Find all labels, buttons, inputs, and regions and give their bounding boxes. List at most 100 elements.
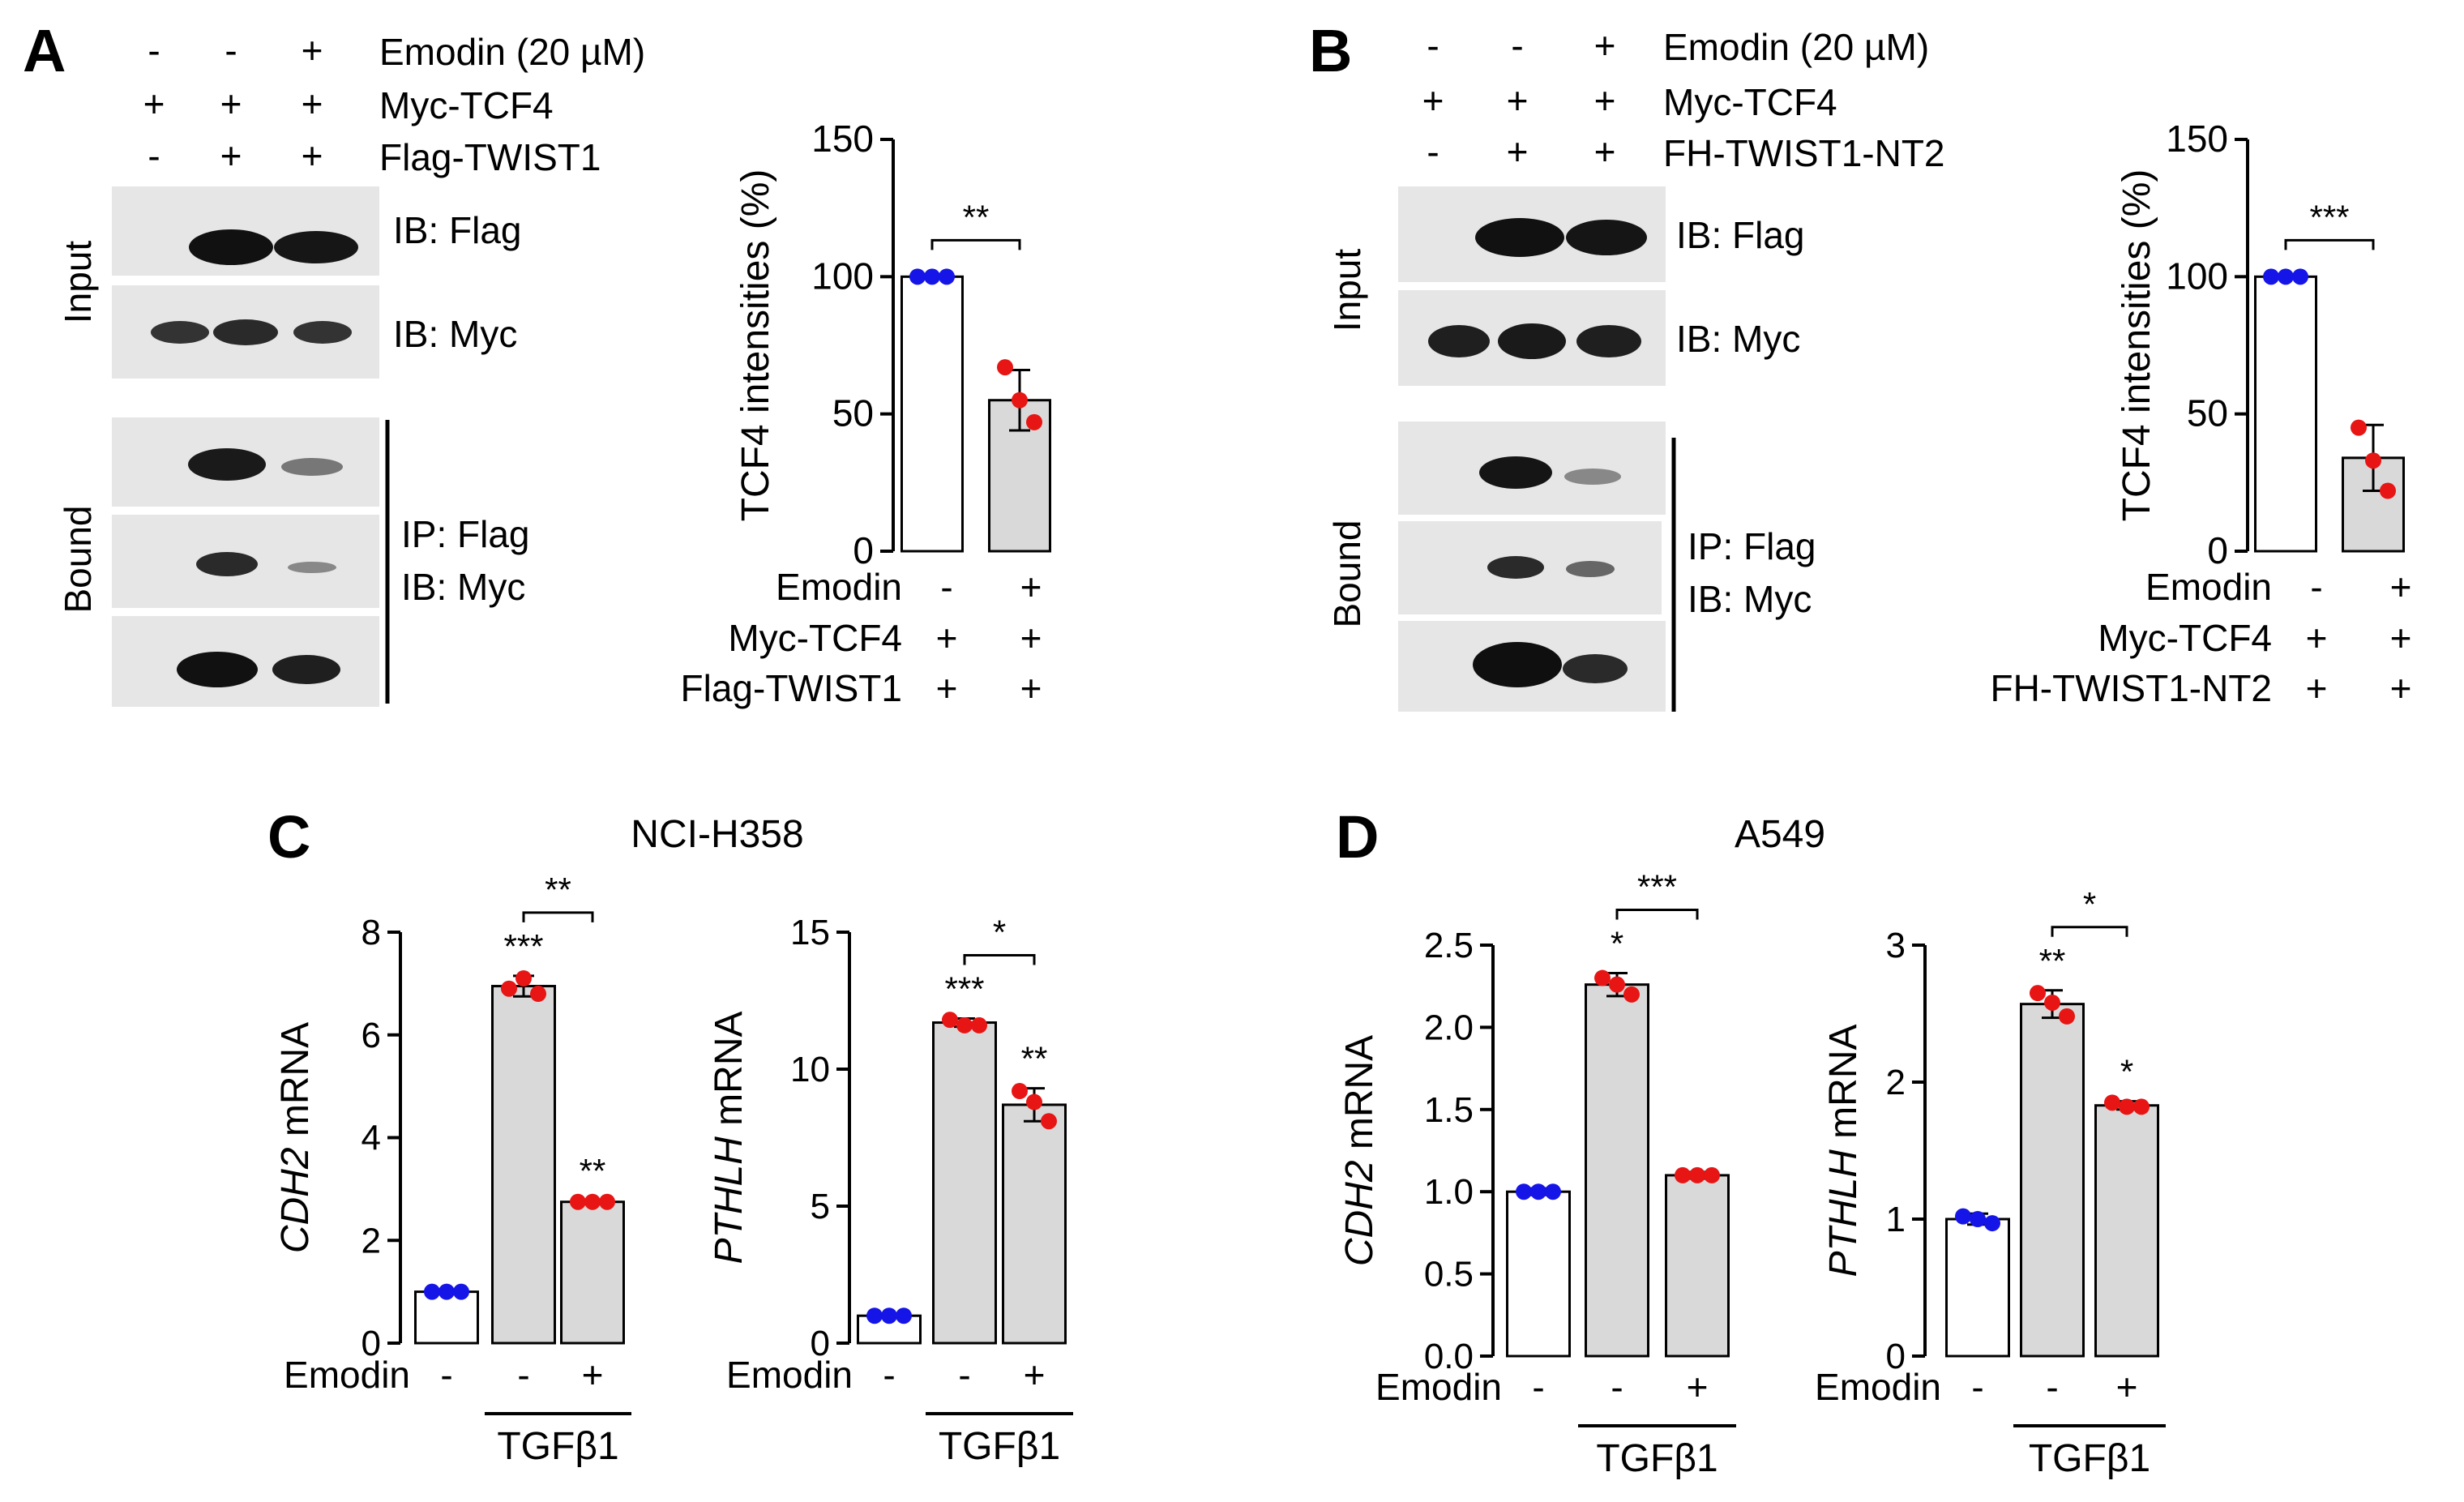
y-tick-label: 2.5 [1424,926,1474,965]
data-point [1675,1166,1691,1183]
sign-a-r2-c0: - [148,135,160,177]
sign-b-r2-c1: + [1507,131,1529,173]
data-point [1041,1113,1057,1130]
y-tick-label: 0.5 [1424,1255,1474,1294]
x-row-label: Flag-TWIST1 [681,667,902,709]
data-point [866,1307,883,1324]
bar [1585,983,1649,1358]
data-point [909,268,926,285]
data-point [501,980,517,997]
data-point [1984,1215,2000,1232]
data-point [2263,268,2279,285]
panel-letter-c: C [267,803,310,871]
y-tick-label: 3 [1886,926,1906,965]
bar [2020,1003,2085,1358]
data-point [2292,268,2308,285]
data-point [1012,392,1028,409]
treatment-label-a-emodin: Emodin (20 µM) [379,31,645,73]
y-tick-label: 0 [853,529,874,571]
treatment-label-b-emodin: Emodin (20 µM) [1663,26,1929,68]
panel-b: B - - + + + + - + + Emodin (20 µM) Myc-T… [1309,17,1945,712]
data-point [1516,1183,1532,1200]
blot-b-bound-3 [1398,621,1666,712]
sign-b-r1-c2: + [1594,79,1616,122]
data-point [2044,994,2060,1011]
panel-letter-b: B [1309,17,1352,84]
significance-bracket [2051,926,2128,937]
panel-letter-d: D [1336,803,1379,871]
bar [1665,1174,1730,1358]
data-point [1623,986,1640,1003]
y-axis-label-unit: mRNA [708,1011,751,1136]
x-category-label: - [883,1354,895,1396]
data-point [1530,1183,1546,1200]
significance-label: *** [2309,198,2349,236]
sign-a-r1-c2: + [302,83,323,125]
x-row-sign: + [1020,667,1042,709]
x-row-label: Emodin [1375,1366,1502,1408]
data-point [2059,1008,2075,1025]
x-category-label: + [1024,1354,1046,1396]
data-point [2030,985,2046,1002]
x-row-sign: + [2306,667,2328,709]
y-axis-label-gene: CDH2 [274,1147,317,1253]
significance-mark: ** [580,1152,606,1190]
data-point [942,1012,958,1029]
group-label: TGFβ1 [1596,1437,1718,1480]
x-row-label: Emodin [2145,566,2272,608]
data-point [584,1193,601,1210]
sign-a-r2-c2: + [302,135,323,177]
data-point [2119,1098,2135,1115]
y-tick-label: 10 [790,1050,830,1089]
blot-a-ib-flag: IB: Flag [393,209,522,251]
x-row-label: FH-TWIST1-NT2 [1990,667,2272,709]
sign-b-r0-c2: + [1594,24,1616,66]
y-axis-label: CDH2 mRNA [274,1022,317,1253]
x-category-label: + [582,1354,604,1396]
y-axis-label-unit: mRNA [274,1022,317,1148]
x-row-label: Myc-TCF4 [728,617,902,659]
blot-a-input-label: Input [57,241,99,324]
data-point [453,1283,469,1300]
data-point [2380,482,2396,499]
x-row-sign: + [936,617,958,659]
sign-a-r2-c1: + [220,135,242,177]
data-point [1955,1208,1971,1225]
y-tick-label: 4 [361,1119,381,1158]
y-axis-label: PTHLH mRNA [708,1011,751,1264]
sign-a-r1-c1: + [220,83,242,125]
data-point [2133,1098,2150,1115]
x-category-label: - [1611,1366,1623,1408]
y-tick-label: 2.0 [1424,1008,1474,1047]
blot-a-ip-flag: IP: Flag [401,513,530,555]
bar [414,1290,479,1345]
data-point [881,1307,897,1324]
data-point [1689,1166,1705,1183]
blot-a-ib-myc: IB: Myc [393,313,517,355]
y-axis-label-gene: CDH2 [1338,1160,1381,1266]
blot-b-input-label: Input [1326,249,1368,332]
blot-b-ip-ib-myc: IB: Myc [1688,578,1812,620]
significance-label: * [993,913,1006,951]
y-tick-label: 100 [2166,255,2228,297]
significance-bracket [963,953,1036,965]
y-axis-label: TCF4 intensities (%) [734,169,777,522]
sign-a-r0-c0: - [148,29,160,71]
bar [1945,1217,2010,1358]
significance-mark: * [1611,924,1623,962]
blot-a-bound-1 [112,417,379,507]
blot-a-input-flag [112,186,379,276]
blot-b-input-flag [1398,186,1666,282]
data-point [424,1283,440,1300]
significance-label: * [2083,885,2096,923]
data-point [530,986,546,1003]
y-tick-label: 0 [1886,1337,1906,1376]
y-tick-label: 1 [1886,1200,1906,1239]
data-point [1609,976,1625,993]
group-label: TGFβ1 [2029,1437,2150,1480]
y-axis-label: PTHLH mRNA [1822,1024,1865,1277]
sign-b-r1-c1: + [1507,79,1529,122]
group-label: TGFβ1 [939,1425,1060,1468]
